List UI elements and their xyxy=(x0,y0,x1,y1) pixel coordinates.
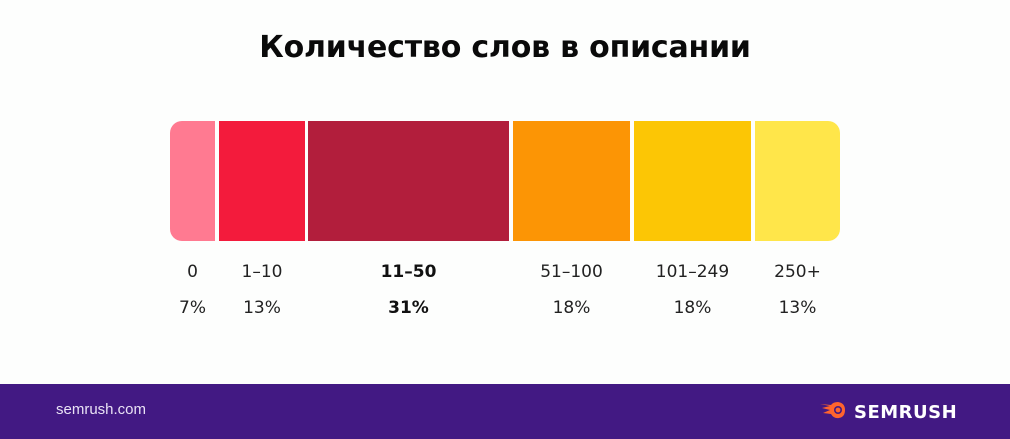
percent-label: 18% xyxy=(673,298,712,318)
segment-11-50 xyxy=(308,121,509,241)
semrush-fireball-icon xyxy=(818,400,848,424)
category-label: 51–100 xyxy=(540,262,603,282)
segment-1-10 xyxy=(219,121,305,241)
segment-51-100 xyxy=(513,121,630,241)
percent-label: 7% xyxy=(179,298,206,318)
segment-0 xyxy=(170,121,215,241)
site-link[interactable]: semrush.com xyxy=(56,401,147,418)
category-label: 0 xyxy=(187,262,198,282)
brand-name: SEMRUSH xyxy=(854,401,958,423)
percent-label-highlighted: 31% xyxy=(388,298,429,318)
stacked-bar xyxy=(170,121,840,241)
semrush-logo: SEMRUSH xyxy=(818,400,957,424)
category-label: 101–249 xyxy=(655,262,730,282)
percent-label: 18% xyxy=(552,298,591,318)
percent-label: 13% xyxy=(243,298,281,318)
percent-label: 13% xyxy=(778,298,817,318)
category-label: 250+ xyxy=(774,262,821,282)
category-label-highlighted: 11–50 xyxy=(380,262,437,282)
chart-title: Количество слов в описании xyxy=(259,30,751,65)
category-label: 1–10 xyxy=(241,262,283,282)
segment-101-249 xyxy=(634,121,751,241)
footer: semrush.com SEMRUSH xyxy=(0,384,1010,439)
segment-250-plus xyxy=(755,121,840,241)
